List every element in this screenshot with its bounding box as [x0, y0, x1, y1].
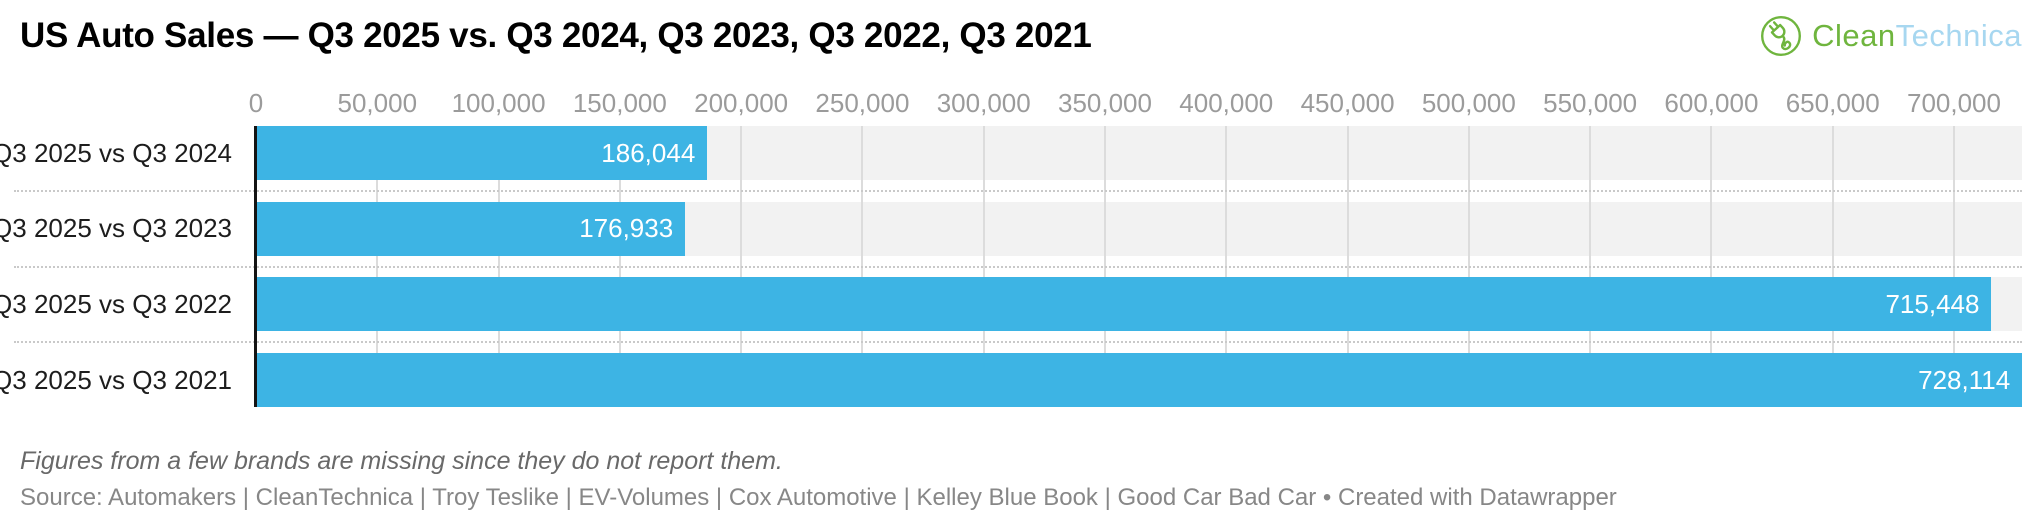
x-axis-tick-label: 600,000 — [1664, 88, 1759, 118]
bar: 186,044 — [256, 126, 708, 180]
x-axis-tick-label: 250,000 — [815, 88, 910, 118]
x-axis-tick-label: 100,000 — [451, 88, 546, 118]
bar: 176,933 — [256, 201, 686, 256]
x-axis-tick-label: 550,000 — [1543, 88, 1638, 118]
chart-title: US Auto Sales — Q3 2025 vs. Q3 2024, Q3 … — [20, 16, 1092, 55]
logo-wordmark: CleanTechnica — [1812, 18, 2022, 54]
x-axis-tick-label: 300,000 — [936, 88, 1031, 118]
logo-text-technica: Technica — [1895, 18, 2022, 53]
x-axis-tick-label: 400,000 — [1179, 88, 1274, 118]
x-axis-tick-label: 450,000 — [1300, 88, 1395, 118]
bar-value-label: 728,114 — [1918, 364, 2011, 395]
axis-baseline — [254, 126, 257, 407]
row-label: Q3 2025 vs Q3 2024 — [0, 137, 232, 168]
x-axis-tick-label: 650,000 — [1785, 88, 1880, 118]
row-label: Q3 2025 vs Q3 2022 — [0, 288, 232, 319]
bar-value-label: 176,933 — [579, 213, 674, 244]
bar: 728,114 — [256, 353, 2023, 407]
row-label: Q3 2025 vs Q3 2021 — [0, 364, 232, 395]
cleantechnica-logo: CleanTechnica — [1759, 14, 2022, 58]
bar-value-label: 186,044 — [601, 137, 696, 168]
source-line: Source: Automakers | CleanTechnica | Tro… — [20, 484, 1617, 511]
row-label: Q3 2025 vs Q3 2023 — [0, 213, 232, 244]
x-axis-tick-label: 700,000 — [1906, 88, 2001, 118]
row-separator — [14, 190, 2022, 192]
x-axis-tick-label: 500,000 — [1421, 88, 1516, 118]
x-axis-tick-label: 0 — [248, 88, 264, 118]
x-axis-tick-label: 200,000 — [694, 88, 789, 118]
row-separator — [14, 341, 2022, 344]
chart-footnote: Figures from a few brands are missing si… — [20, 447, 783, 475]
bar-value-label: 715,448 — [1885, 288, 1980, 319]
x-axis-tick-label: 150,000 — [572, 88, 667, 118]
cleantechnica-plug-icon — [1761, 16, 1802, 56]
x-axis-tick-label: 50,000 — [337, 88, 418, 118]
row-separator — [14, 265, 2022, 268]
logo-text-clean: Clean — [1812, 18, 1896, 53]
bar: 715,448 — [256, 277, 1992, 332]
x-axis-tick-label: 350,000 — [1057, 88, 1152, 118]
